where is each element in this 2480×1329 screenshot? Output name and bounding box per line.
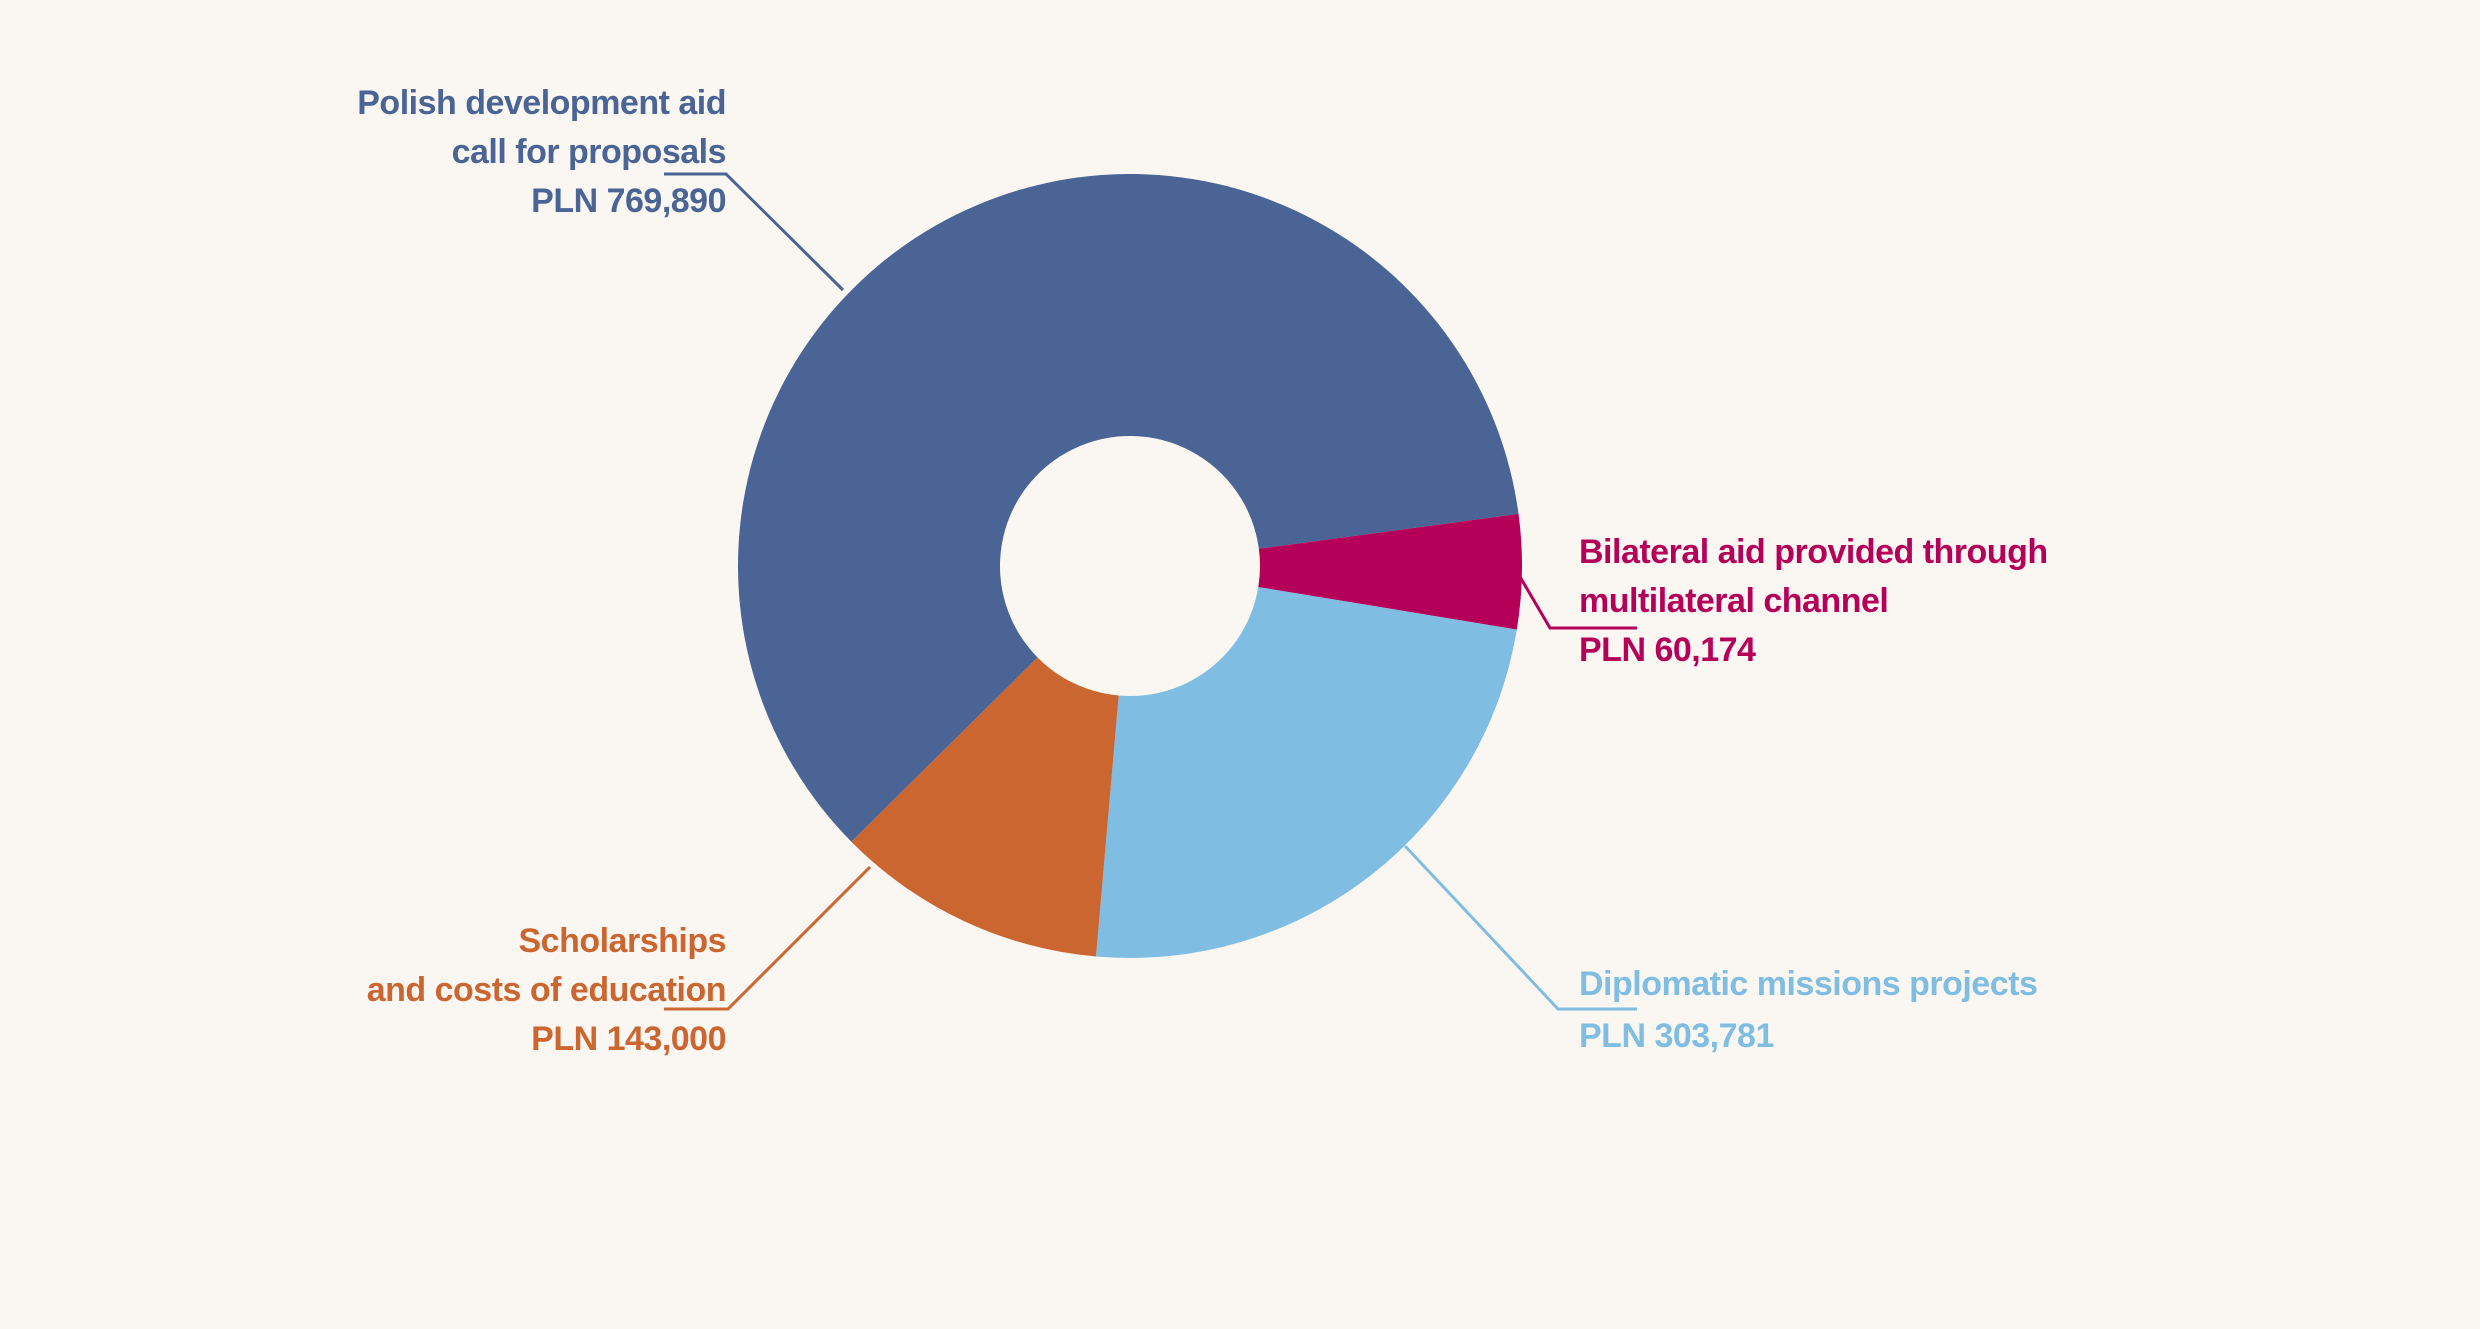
- donut-slice: [1258, 513, 1522, 630]
- value-label: PLN 303,781: [1579, 1017, 1774, 1055]
- value-label: PLN 769,890: [531, 182, 726, 220]
- value-label: PLN 60,174: [1579, 631, 1756, 669]
- category-label: Bilateral aid provided through multilate…: [1579, 533, 2048, 620]
- leader-line: [1514, 569, 1637, 630]
- leader-line: [664, 172, 845, 292]
- value-label: PLN 143,000: [531, 1020, 726, 1058]
- category-label: Scholarships and costs of education: [366, 922, 727, 1009]
- leader-line: [1403, 844, 1637, 1011]
- donut-slice: [851, 657, 1119, 957]
- donut-slice: [738, 174, 1519, 842]
- category-label: Polish development aid call for proposal…: [357, 84, 726, 171]
- leader-line: [664, 865, 872, 1011]
- category-label: Diplomatic missions projects: [1579, 965, 2038, 1003]
- donut-slice: [1095, 587, 1517, 958]
